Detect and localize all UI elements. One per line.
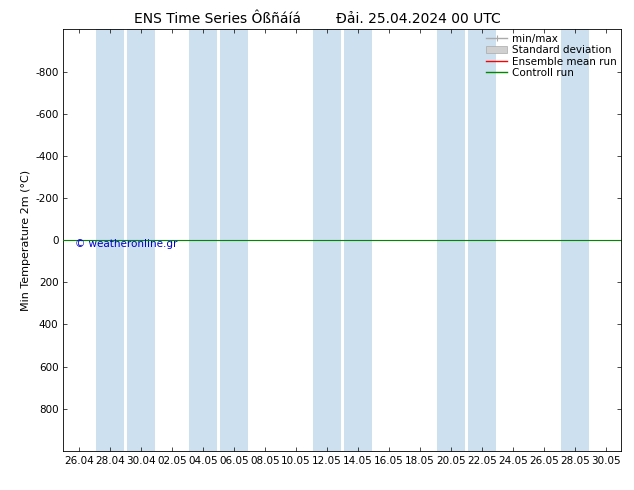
Bar xyxy=(127,29,155,451)
Legend: min/max, Standard deviation, Ensemble mean run, Controll run: min/max, Standard deviation, Ensemble me… xyxy=(484,31,619,80)
Y-axis label: Min Temperature 2m (°C): Min Temperature 2m (°C) xyxy=(21,170,31,311)
Bar xyxy=(561,29,589,451)
Bar xyxy=(344,29,372,451)
Bar xyxy=(96,29,124,451)
Bar xyxy=(313,29,341,451)
Bar xyxy=(437,29,465,451)
Text: © weatheronline.gr: © weatheronline.gr xyxy=(75,239,177,249)
Bar xyxy=(468,29,496,451)
Bar xyxy=(220,29,248,451)
Text: ENS Time Series Ôßñáíá        Đải. 25.04.2024 00 UTC: ENS Time Series Ôßñáíá Đải. 25.04.2024 0… xyxy=(134,12,500,26)
Bar xyxy=(189,29,217,451)
